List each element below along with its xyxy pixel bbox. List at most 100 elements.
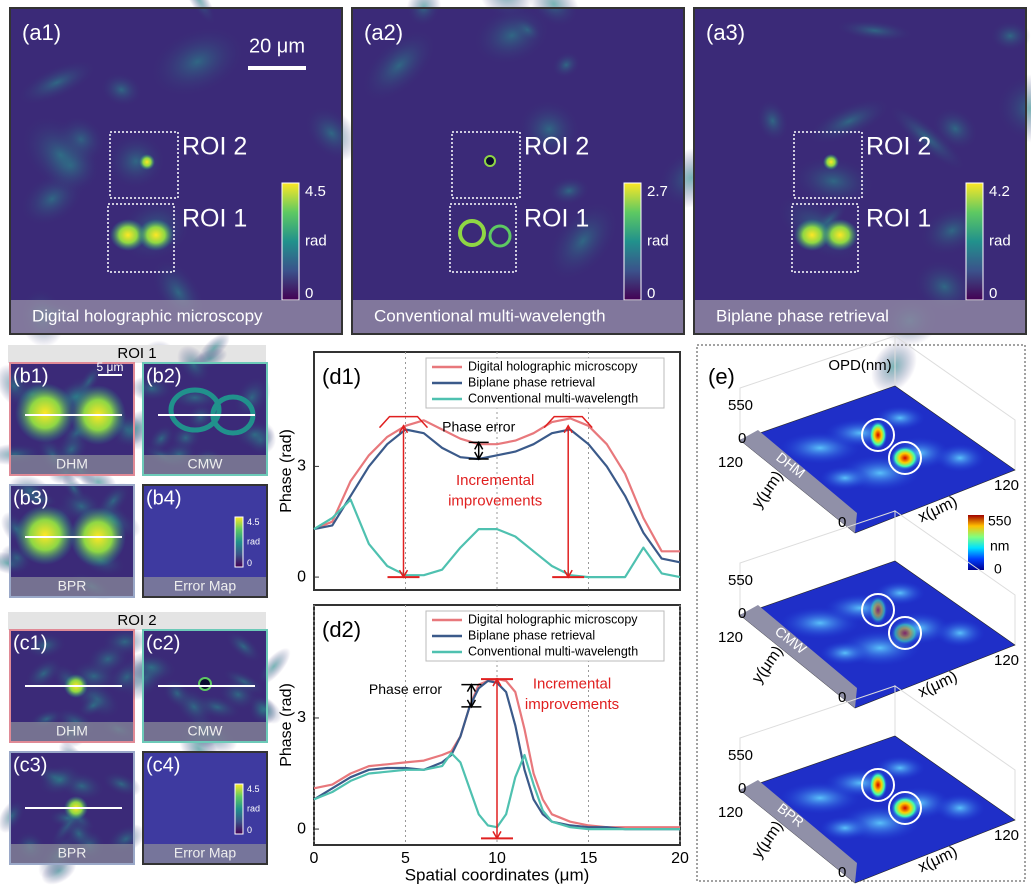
y-axis-label: y(μm) [749, 818, 787, 862]
y-tick-label: 120 [718, 629, 743, 646]
colorbar-max: 4.5 [247, 517, 260, 527]
colorbar-max: 2.7 [647, 183, 668, 200]
peak [891, 446, 919, 470]
roi-label: ROI 1 [182, 205, 247, 233]
panel-label: (a3) [706, 20, 745, 45]
origin-label: 0 [838, 864, 846, 881]
caption: BPR [58, 578, 87, 594]
z-tick-label: 0 [738, 430, 746, 447]
blob [139, 154, 155, 170]
colorbar-max: 4.5 [305, 183, 326, 200]
peak [869, 771, 887, 799]
blob [823, 154, 839, 170]
y-tick-label: 120 [718, 454, 743, 471]
z-tick-label: 550 [728, 397, 753, 414]
caption: CMW [188, 456, 224, 472]
blob [15, 505, 75, 565]
colorbar-min: 0 [305, 285, 313, 302]
panel-label: (d1) [322, 364, 361, 389]
colorbar-unit: rad [647, 232, 669, 249]
panel-label: (b3) [13, 487, 49, 509]
x-tick-label: 120 [994, 477, 1019, 494]
panel-label: (e) [708, 364, 735, 389]
caption: BPR [58, 845, 87, 861]
blob [138, 219, 174, 251]
blob [822, 219, 858, 251]
y-tick-label: 120 [718, 804, 743, 821]
roi-label: ROI 2 [182, 133, 247, 161]
peak [891, 621, 919, 645]
z-tick-label: 0 [738, 780, 746, 797]
y-axis-label: y(μm) [749, 643, 787, 687]
caption: Digital holographic microscopy [32, 306, 263, 325]
caption: Error Map [174, 578, 236, 594]
peak [869, 596, 887, 624]
colorbar-unit: rad [247, 536, 260, 546]
blob [15, 383, 75, 443]
roi-label: ROI 2 [524, 133, 589, 161]
colorbar-max: 550 [988, 513, 1012, 529]
colorbar-unit: nm [990, 538, 1009, 554]
caption: DHM [56, 456, 88, 472]
roi-label: ROI 2 [866, 133, 931, 161]
annotation: Incremental [533, 676, 611, 693]
panel-label: (c3) [13, 754, 47, 776]
annotation: Phase error [442, 418, 515, 434]
caption: Error Map [174, 845, 236, 861]
colorbar-unit: rad [305, 232, 327, 249]
group-title: ROI 2 [117, 612, 156, 629]
caption: Biplane phase retrieval [716, 306, 889, 325]
y-axis-label: y(μm) [749, 468, 787, 512]
legend-label: Digital holographic microscopy [468, 359, 638, 373]
colorbar-min: 0 [647, 285, 655, 302]
surface-bump [820, 641, 870, 665]
panel-label: (b1) [13, 365, 49, 387]
panel-label: (c4) [146, 754, 180, 776]
peak [869, 421, 887, 449]
annotation: Incremental [456, 472, 534, 489]
legend-label: Biplane phase retrieval [468, 375, 595, 389]
z-tick-label: 550 [728, 572, 753, 589]
caption: DHM [56, 723, 88, 739]
colorbar-min: 0 [994, 561, 1002, 577]
panel-label: (b4) [146, 487, 182, 509]
y-tick-label: 0 [297, 820, 306, 837]
colorbar [966, 183, 983, 300]
panel-label: (a2) [364, 20, 403, 45]
colorbar [235, 784, 243, 834]
scale-bar-label: 5 μm [97, 360, 124, 374]
surface-bump [820, 466, 870, 490]
annotation: improvements [525, 696, 619, 713]
x-axis-label: Spatial coordinates (μm) [405, 865, 590, 884]
x-tick-label: 0 [310, 850, 319, 867]
y-tick-label: 3 [297, 458, 306, 475]
surface-bump [935, 794, 985, 822]
colorbar-unit: rad [989, 232, 1011, 249]
figure: ROI 2 ROI 1 (a1) 4.5 rad 0 Digital holographic… [0, 0, 1031, 886]
annotation: improvements [448, 492, 542, 509]
blob [485, 156, 495, 166]
colorbar-unit: rad [247, 803, 260, 813]
surface-bump [935, 444, 985, 472]
panel-label: (d2) [322, 617, 361, 642]
panel-label: (b2) [146, 365, 182, 387]
caption: Conventional multi-wavelength [374, 306, 606, 325]
caption: CMW [188, 723, 224, 739]
x-tick-label: 120 [994, 652, 1019, 669]
y-axis-label: Phase (rad) [278, 429, 295, 513]
blob [199, 678, 211, 690]
z-tick-label: 0 [738, 605, 746, 622]
colorbar [624, 183, 641, 300]
panel-label: (c2) [146, 632, 180, 654]
peak [891, 796, 919, 820]
surface-bump [935, 619, 985, 647]
x-tick-label: 120 [994, 827, 1019, 844]
scale-bar-label: 20 μm [249, 35, 305, 57]
colorbar-min: 0 [989, 285, 997, 302]
legend-label: Digital holographic microscopy [468, 612, 638, 626]
legend-label: Conventional multi-wavelength [468, 644, 638, 658]
surface-bump [820, 816, 870, 840]
y-tick-label: 0 [297, 568, 306, 585]
roi-label: ROI 1 [524, 205, 589, 233]
panel-label: (a1) [22, 20, 61, 45]
